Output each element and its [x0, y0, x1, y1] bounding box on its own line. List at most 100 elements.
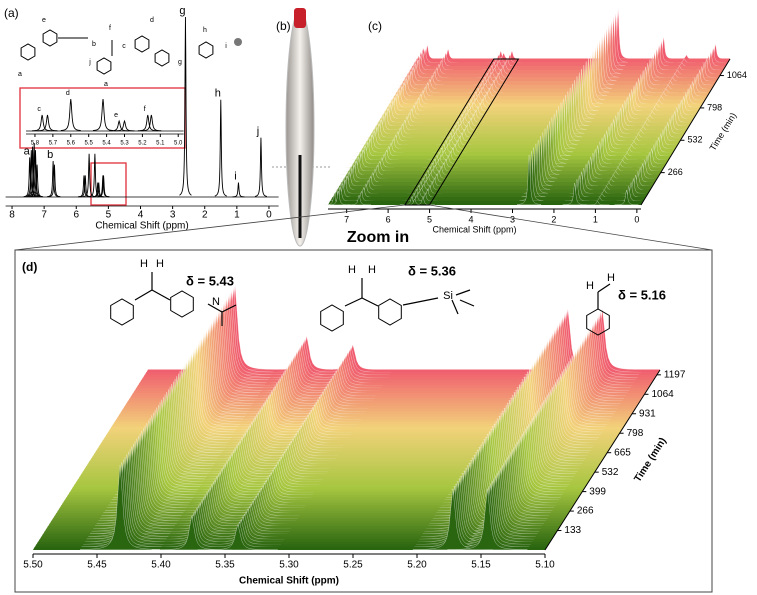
peak: [703, 43, 728, 60]
x-tick-label: 5.8: [31, 141, 40, 147]
y-axis: [544, 369, 661, 551]
x-tick-label: 6: [73, 210, 79, 221]
zoom-title: Zoom in: [347, 229, 409, 246]
peak: [585, 200, 610, 206]
panel-label: (d): [22, 260, 37, 274]
y-tick-label: 665: [614, 447, 631, 458]
zoom-line: [14, 204, 405, 251]
bond: [207, 303, 223, 313]
x-tick-label: 3: [170, 210, 176, 221]
structure-label: H: [348, 264, 356, 276]
annotation: δ = 5.36: [408, 263, 456, 278]
x-tick-label: 7: [344, 214, 349, 224]
bond: [344, 297, 363, 307]
ring: [96, 57, 112, 75]
x-tick-label: 5.30: [279, 560, 299, 571]
peak: [60, 98, 81, 131]
peak: [614, 189, 639, 206]
peak: [114, 119, 135, 132]
y-tick-label: 266: [668, 167, 683, 177]
peak-label: a: [24, 145, 31, 157]
bond: [361, 297, 379, 307]
y-tick-label: 1197: [664, 369, 686, 380]
zoom-line: [429, 204, 713, 251]
x-tick-label: 0: [634, 214, 639, 224]
panel-label: (b): [276, 19, 291, 33]
peak: [179, 16, 192, 196]
peak: [137, 114, 158, 132]
ring: [170, 290, 194, 318]
peak: [326, 190, 351, 206]
bond: [402, 297, 439, 306]
bond: [451, 299, 459, 315]
peak: [214, 99, 227, 197]
peak: [29, 150, 42, 197]
peak: [88, 153, 101, 198]
x-tick-label: 5.5: [85, 141, 94, 147]
trace-band: [58, 507, 572, 511]
peak: [519, 151, 544, 202]
peak: [674, 54, 699, 60]
x-tick-label: 5.35: [215, 560, 235, 571]
trace-band: [61, 502, 576, 506]
structure-label: b: [92, 41, 96, 48]
peak: [97, 175, 110, 198]
peak-label: g: [179, 5, 185, 17]
structure-label: e: [42, 17, 46, 24]
structure-label: f: [109, 25, 111, 32]
peak: [48, 164, 61, 198]
peak-label: f: [144, 106, 146, 113]
peak: [92, 98, 114, 131]
atom: [234, 38, 242, 46]
bond: [455, 289, 471, 296]
peak: [521, 147, 546, 198]
peak: [447, 488, 528, 550]
x-tick-label: 5.1: [156, 141, 165, 147]
peak: [562, 182, 587, 206]
trace-band: [44, 528, 559, 532]
ring: [134, 35, 150, 53]
x-tick-label: 5.50: [23, 560, 43, 571]
peak: [254, 137, 268, 197]
trace-band: [56, 510, 571, 514]
trace-band: [66, 494, 581, 498]
bond: [597, 283, 611, 293]
panel-label: (a): [4, 6, 19, 20]
peak-label: e: [114, 112, 118, 119]
x-axis-label: Chemical Shift (ppm): [95, 221, 188, 232]
peak-label: h: [215, 88, 221, 100]
y-tick-label: 133: [564, 525, 581, 536]
ring: [110, 298, 134, 326]
bond: [151, 289, 171, 301]
structure-label: H: [586, 280, 594, 292]
x-tick-label: 4: [138, 210, 144, 221]
x-tick-label: 5.0: [174, 141, 183, 147]
bond: [459, 299, 475, 307]
x-tick-label: 5.25: [343, 560, 363, 571]
structure-label: g: [178, 59, 182, 66]
peak: [83, 153, 96, 198]
zoom-box: [403, 58, 520, 206]
structure-label: a: [18, 71, 22, 78]
x-tick-label: 5.20: [407, 560, 427, 571]
trace-band: [36, 541, 551, 545]
peak-label: j: [256, 126, 259, 138]
peak: [32, 114, 53, 132]
structure-label: Si: [443, 290, 453, 302]
x-tick-label: 1: [234, 210, 240, 221]
trace-band: [63, 499, 577, 504]
y-axis-label: Time (min): [708, 111, 739, 153]
trace-band: [43, 531, 557, 535]
peak: [517, 154, 542, 205]
structure-label: c: [122, 43, 126, 50]
trace-band: [46, 526, 561, 530]
bond: [134, 289, 153, 301]
trace-band: [51, 518, 566, 522]
peak: [197, 524, 278, 551]
trace-band: [53, 515, 567, 519]
x-tick-label: 5: [106, 210, 112, 221]
x-tick-label: 5.15: [471, 560, 491, 571]
peak-label: b: [47, 149, 53, 161]
x-axis-label: Chemical Shift (ppm): [432, 224, 516, 234]
